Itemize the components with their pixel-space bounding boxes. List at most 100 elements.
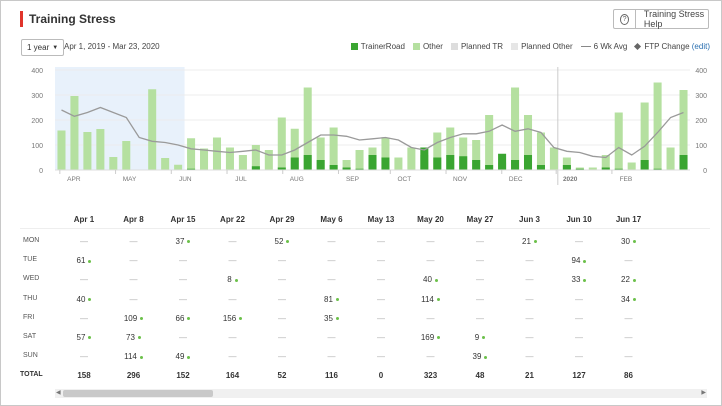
bar-other [161,158,170,170]
workout-dot-icon [187,355,191,359]
y-tick-right: 100 [695,143,707,150]
bar-other [679,90,688,170]
bar-other [588,167,597,170]
tss-cell: — [204,352,262,361]
workout-dot-icon [436,297,440,301]
tss-cell[interactable]: 39 [451,352,509,361]
tss-value: 57 [76,333,86,342]
tss-cell: — [501,352,559,361]
range-dropdown[interactable]: 1 year ▼ [21,39,65,56]
tss-cell[interactable]: 94 [550,256,608,265]
legend-planned-other[interactable]: Planned Other [511,42,573,51]
tss-value: — [80,237,88,246]
tss-cell[interactable]: 35 [303,314,361,323]
week-column-header[interactable]: Apr 8 [123,215,144,224]
bar-trainerroad [640,160,649,170]
tss-value: — [377,256,385,266]
tss-cell: — [402,314,460,323]
tss-cell[interactable]: 40 [55,295,113,304]
tss-value: 34 [621,294,630,304]
tss-cell: — [402,256,460,265]
horizontal-scrollbar[interactable]: ◀ ▶ [55,389,707,398]
tss-value: — [377,352,385,362]
tss-cell[interactable]: 40 [402,275,460,284]
bar-other [187,138,196,170]
week-column-header[interactable]: Jun 17 [615,215,642,224]
week-column-header[interactable]: May 13 [367,215,395,224]
tss-cell: — [154,275,212,284]
week-column-header[interactable]: Apr 1 [73,215,95,224]
week-column-header[interactable]: Apr 29 [269,215,295,224]
legend-planned-tr[interactable]: Planned TR [450,42,503,51]
tss-cell[interactable]: 57 [55,333,113,342]
tss-cell: — [105,256,163,265]
legend-other[interactable]: Other [412,42,443,51]
tss-value: 73 [126,333,135,342]
bar-trainerroad [614,168,623,170]
day-row-label: MON [23,237,40,244]
tss-cell[interactable]: 33 [550,275,608,284]
bar-trainerroad [277,167,286,170]
tss-cell[interactable]: 61 [55,256,113,265]
week-column-header[interactable]: Apr 15 [170,215,196,224]
bar-trainerroad [329,165,338,170]
tss-value: — [525,256,534,266]
week-total: 127 [572,371,586,380]
tss-value: — [624,333,633,342]
bar-other [57,130,66,170]
bar-other [394,157,403,170]
tss-cell[interactable]: 9 [451,333,509,342]
bar-other [109,157,118,170]
tss-value: — [575,313,583,323]
tss-cell[interactable]: 66 [154,314,212,323]
scroll-left-icon[interactable]: ◀ [56,390,61,396]
tss-cell[interactable]: 114 [105,352,163,361]
day-row-label: TUE [23,256,37,264]
legend-trainerroad[interactable]: TrainerRoad [350,42,405,51]
legend-ftp-change[interactable]: FTP Change (edit) [634,42,710,51]
bar-trainerroad [368,155,377,170]
bar-other [666,147,675,170]
tss-cell[interactable]: 30 [600,237,658,246]
week-column-header[interactable]: Apr 22 [220,215,245,224]
tss-cell[interactable]: 22 [600,275,658,284]
bar-trainerroad [601,167,610,170]
training-stress-help-button[interactable]: ? Training Stress Help [613,9,709,29]
tss-value: — [476,275,484,285]
tss-cell[interactable]: 73 [105,333,163,342]
tss-cell[interactable]: 37 [154,237,212,246]
week-total: 52 [277,371,287,380]
tss-cell[interactable]: 156 [204,314,262,323]
tss-cell[interactable]: 109 [105,314,163,323]
tss-cell[interactable]: 34 [600,295,658,304]
bar-other [653,82,662,170]
tss-cell[interactable]: 52 [253,237,311,246]
week-column-header[interactable]: May 6 [320,215,343,224]
tss-cell: — [451,295,509,304]
bar-other [316,137,325,170]
tss-value: 30 [621,237,630,246]
scroll-right-icon[interactable]: ▶ [701,390,706,396]
tss-cell[interactable]: 81 [303,295,361,304]
tss-cell: — [253,352,311,361]
bar-other [355,150,364,170]
tss-cell[interactable]: 169 [402,333,460,342]
bar-other [485,115,494,170]
tss-cell: — [154,256,212,265]
ftp-edit-link[interactable]: (edit) [691,42,710,51]
workout-dot-icon [286,240,290,244]
tss-cell[interactable]: 49 [154,352,212,361]
tss-cell: — [550,237,608,246]
tss-cell[interactable]: 21 [501,237,559,246]
tss-cell[interactable]: 114 [402,295,460,304]
week-column-header[interactable]: May 27 [466,215,494,224]
bar-other [549,147,558,170]
week-column-header[interactable]: May 20 [417,215,444,224]
tss-cell: — [600,352,658,361]
week-column-header[interactable]: Jun 10 [566,215,592,224]
legend-avg[interactable]: 6 Wk Avg [580,42,627,51]
week-column-header[interactable]: Jun 3 [519,215,540,224]
workout-dot-icon [187,240,191,244]
tss-cell[interactable]: 8 [204,275,262,284]
scrollbar-thumb[interactable] [63,390,213,397]
